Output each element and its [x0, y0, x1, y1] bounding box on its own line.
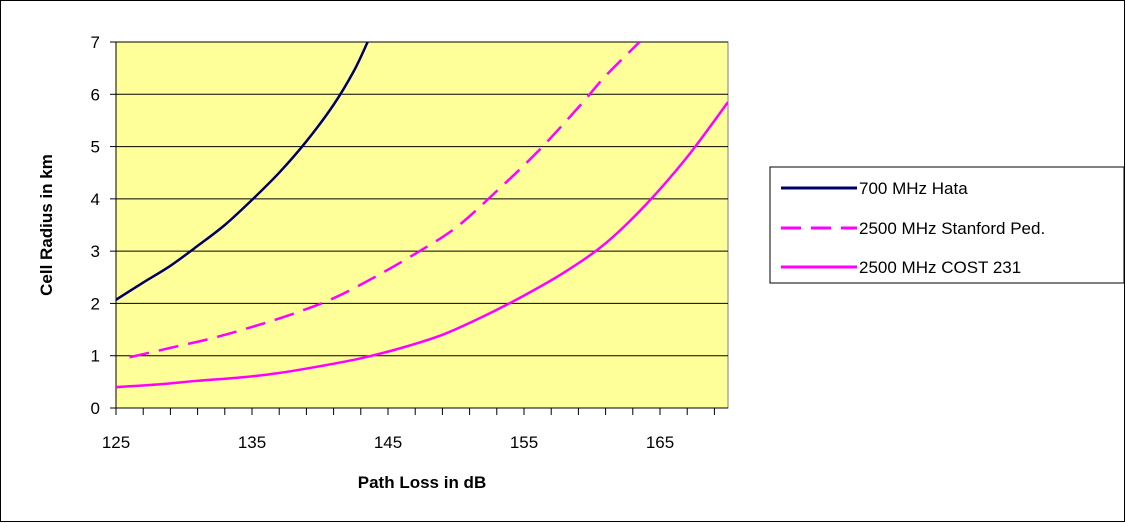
legend-label-stanford: 2500 MHz Stanford Ped.	[859, 219, 1045, 238]
tick-labels: 0 1 2 3 4 5 6 7 125 135 145 155 165	[91, 33, 675, 452]
y-tick-label: 2	[91, 294, 100, 313]
y-tick-label: 5	[91, 138, 100, 157]
y-tick-label: 3	[91, 242, 100, 261]
x-tick-label: 125	[102, 433, 130, 452]
series-group	[116, 42, 728, 389]
axes	[110, 41, 728, 415]
legend-box	[769, 166, 1125, 284]
y-tick-label: 7	[91, 33, 100, 52]
series-line-hata	[116, 42, 369, 301]
legend-label-cost231: 2500 MHz COST 231	[859, 258, 1021, 277]
series-line-cost231	[116, 101, 728, 389]
x-axis-title: Path Loss in dB	[358, 473, 486, 492]
y-tick-label: 1	[91, 347, 100, 366]
y-tick-label: 0	[91, 399, 100, 418]
y-axis-title: Cell Radius in km	[37, 154, 56, 296]
x-tick-label: 145	[374, 433, 402, 452]
plot-area	[115, 41, 729, 409]
legend-label-hata: 700 MHz Hata	[859, 179, 968, 198]
legend: 700 MHz Hata 2500 MHz Stanford Ped. 2500…	[769, 166, 1125, 284]
gridlines	[116, 41, 728, 357]
y-tick-label: 6	[91, 85, 100, 104]
x-tick-label: 165	[646, 433, 674, 452]
series-line-stanford	[129, 42, 641, 359]
x-tick-label: 135	[238, 433, 266, 452]
x-tick-label: 155	[510, 433, 538, 452]
y-tick-label: 4	[91, 190, 100, 209]
